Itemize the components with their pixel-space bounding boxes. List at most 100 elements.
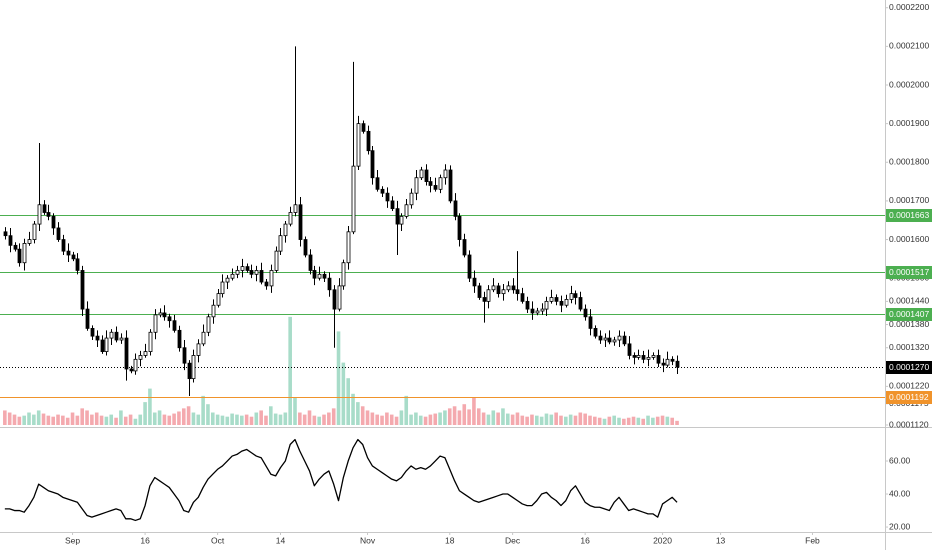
volume-bar bbox=[438, 412, 442, 425]
volume-bar bbox=[288, 316, 292, 425]
candle-body bbox=[501, 289, 506, 295]
volume-bar bbox=[249, 416, 254, 425]
candle-body bbox=[13, 244, 18, 250]
candle-body bbox=[153, 314, 158, 333]
volume-layer bbox=[3, 316, 679, 425]
candle-body bbox=[569, 293, 574, 300]
candle-body bbox=[607, 337, 612, 343]
candle-body bbox=[346, 231, 351, 264]
volume-bar bbox=[148, 388, 152, 425]
candle-body bbox=[327, 277, 332, 291]
y-tick-label: 0.0001440 bbox=[889, 296, 929, 306]
volume-bar bbox=[622, 418, 626, 425]
candle-body bbox=[395, 208, 400, 225]
y-tick-label: 0.0002200 bbox=[889, 2, 929, 12]
candle-body bbox=[162, 312, 167, 318]
volume-bar bbox=[264, 415, 268, 425]
y-tick-label: 0.0001800 bbox=[889, 157, 929, 167]
candle-body bbox=[264, 281, 269, 287]
rsi-tick-label: 60.00 bbox=[889, 455, 911, 465]
volume-bar bbox=[564, 416, 568, 425]
volume-bar bbox=[177, 411, 181, 425]
volume-bar bbox=[12, 414, 17, 425]
volume-bar bbox=[467, 409, 471, 425]
volume-bar bbox=[119, 410, 123, 425]
volume-bar bbox=[322, 414, 326, 425]
candle-body bbox=[443, 169, 448, 179]
volume-bar bbox=[312, 415, 317, 425]
candle-body bbox=[641, 355, 646, 360]
candle-body bbox=[148, 331, 153, 352]
volume-bar bbox=[665, 416, 670, 425]
candle-body bbox=[46, 212, 51, 217]
candle-body bbox=[636, 355, 641, 358]
candle-body bbox=[254, 270, 259, 275]
rsi-layer bbox=[4, 438, 678, 522]
volume-bar bbox=[414, 412, 418, 425]
price-level-badge bbox=[886, 209, 932, 222]
volume-bar bbox=[181, 408, 186, 425]
volume-bar bbox=[520, 415, 525, 425]
volume-bar bbox=[670, 417, 675, 425]
volume-bar bbox=[602, 418, 607, 425]
candle-body bbox=[462, 239, 467, 256]
volume-bar bbox=[317, 416, 321, 425]
candle-body bbox=[588, 316, 593, 329]
volume-bar bbox=[162, 414, 167, 425]
candle-body bbox=[269, 270, 274, 287]
volume-bar bbox=[535, 415, 539, 425]
volume-bar bbox=[210, 412, 215, 425]
volume-bar bbox=[269, 406, 273, 425]
volume-bar bbox=[617, 417, 621, 425]
candle-body bbox=[177, 329, 182, 349]
x-tick-label: 16 bbox=[580, 535, 590, 545]
candle-body bbox=[554, 297, 559, 302]
candle-body bbox=[71, 254, 76, 260]
candle-body bbox=[283, 223, 288, 237]
volume-bar bbox=[370, 412, 375, 425]
candle-body bbox=[61, 239, 66, 252]
x-tick-label: 18 bbox=[445, 535, 455, 545]
candle-body bbox=[627, 343, 632, 356]
candle-body bbox=[104, 337, 109, 352]
candle-body bbox=[158, 312, 163, 316]
y-tick-label: 0.0002100 bbox=[889, 41, 929, 51]
volume-bar bbox=[510, 414, 515, 425]
candle-body bbox=[8, 235, 13, 246]
volume-bar bbox=[597, 417, 602, 425]
candle-body bbox=[385, 192, 390, 202]
candle-body bbox=[42, 204, 47, 213]
volume-bar bbox=[351, 393, 355, 425]
candle-body bbox=[356, 123, 361, 167]
volume-bar bbox=[481, 412, 486, 425]
candle-body bbox=[433, 185, 438, 190]
volume-bar bbox=[496, 412, 500, 425]
volume-bar bbox=[17, 416, 22, 425]
candle-body bbox=[143, 351, 148, 356]
volume-bar bbox=[186, 406, 191, 425]
volume-bar bbox=[409, 414, 413, 425]
volume-bar bbox=[215, 414, 220, 425]
volume-bar bbox=[225, 416, 230, 425]
volume-bar bbox=[167, 415, 172, 425]
candle-body bbox=[535, 310, 540, 314]
volume-bar bbox=[283, 412, 288, 425]
candle-body bbox=[201, 331, 206, 345]
volume-bar bbox=[99, 415, 104, 425]
y-tick-label: 0.0001120 bbox=[889, 419, 929, 429]
candle-body bbox=[598, 335, 603, 341]
volume-bar bbox=[443, 410, 447, 425]
candle-body bbox=[22, 243, 27, 264]
x-tick-label: Feb bbox=[805, 535, 820, 545]
volume-bar bbox=[172, 413, 176, 425]
candle-body bbox=[477, 285, 482, 298]
volume-bar bbox=[501, 408, 505, 425]
volume-bar bbox=[559, 415, 563, 425]
volume-bar bbox=[428, 414, 433, 425]
candle-body bbox=[51, 215, 56, 229]
candle-body bbox=[351, 165, 356, 233]
volume-bar bbox=[302, 414, 307, 425]
volume-bar bbox=[472, 397, 476, 425]
volume-bar bbox=[307, 410, 312, 425]
